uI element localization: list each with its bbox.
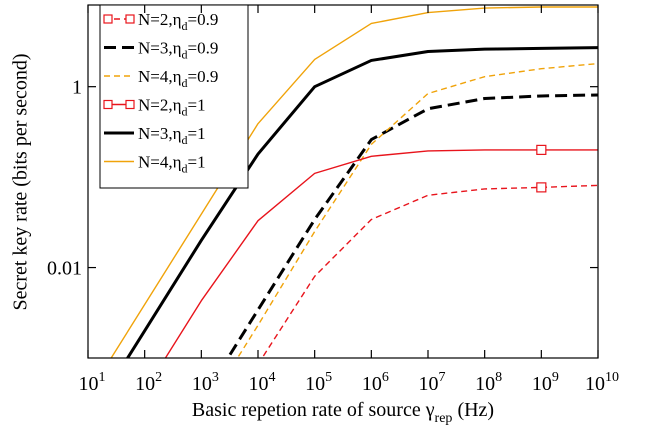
legend-label: N=4,ηd=1 (138, 153, 206, 176)
legend-name: N=2,η (138, 96, 182, 115)
legend-sub: d (182, 162, 188, 176)
x-tick-base: 10 (419, 373, 439, 395)
legend-sub: d (182, 76, 188, 90)
legend-suffix: =1 (188, 96, 206, 115)
x-tick-exponent: 4 (269, 370, 276, 385)
x-tick-exponent: 10 (605, 370, 619, 385)
series-line (261, 184, 598, 358)
x-axis-label-text: Basic repetion rate of source γ (192, 399, 435, 421)
x-tick-base: 10 (305, 373, 325, 395)
x-tick-exponent: 3 (212, 370, 219, 385)
x-tick-exponent: 5 (325, 370, 332, 385)
legend-suffix: =1 (188, 153, 206, 172)
series-line (236, 62, 598, 358)
x-axis-label: Basic repetion rate of source γrep (Hz) (192, 399, 494, 426)
plot-area (110, 6, 598, 358)
x-tick-exponent: 9 (552, 370, 559, 385)
x-tick-base: 10 (532, 373, 552, 395)
legend-label: N=3,ηd=0.9 (138, 39, 218, 62)
x-tick-base: 10 (585, 373, 605, 395)
x-tick-exponent: 1 (99, 370, 106, 385)
legend-sub: d (182, 105, 188, 119)
x-tick-label: 105 (305, 370, 332, 395)
legend-marker (125, 14, 135, 24)
legend-box (99, 4, 249, 189)
legend-suffix: =0.9 (188, 10, 219, 29)
series-line (125, 46, 598, 358)
x-tick-exponent: 7 (439, 370, 446, 385)
legend-label: N=2,ηd=1 (138, 96, 206, 119)
x-axis-label-suffix: (Hz) (452, 399, 494, 421)
x-tick-base: 10 (79, 373, 99, 395)
legend-name: N=3,η (138, 39, 182, 58)
x-tick-label: 102 (135, 370, 162, 395)
point-marker (536, 144, 547, 155)
legend-suffix: =1 (188, 124, 206, 143)
series-line (164, 149, 598, 358)
legend-label: N=3,ηd=1 (138, 124, 206, 147)
series-line (226, 93, 598, 358)
point-marker (536, 182, 547, 193)
legend-label: N=2,ηd=0.9 (138, 10, 218, 33)
y-axis-label: Secret key rate (bits per second) (10, 53, 32, 310)
x-tick-base: 10 (135, 373, 155, 395)
legend-sub: d (182, 133, 188, 147)
legend-marker (103, 99, 113, 110)
legend: N=2,ηd=0.9N=3,ηd=0.9N=4,ηd=0.9N=2,ηd=1N=… (99, 4, 249, 189)
x-tick-label: 107 (419, 370, 446, 395)
legend-marker (103, 14, 113, 24)
x-tick-label: 101 (79, 370, 106, 395)
x-tick-exponent: 8 (495, 370, 502, 385)
x-tick-base: 10 (362, 373, 382, 395)
legend-sub: d (182, 19, 188, 33)
x-tick-label: 106 (362, 370, 389, 395)
legend-name: N=4,η (138, 153, 182, 172)
x-tick-base: 10 (192, 373, 212, 395)
x-tick-exponent: 2 (155, 370, 162, 385)
x-axis-label-sub: rep (435, 411, 453, 426)
legend-name: N=4,η (138, 67, 182, 86)
legend-label: N=4,ηd=0.9 (138, 67, 218, 90)
x-tick-label: 109 (532, 370, 559, 395)
legend-suffix: =0.9 (188, 67, 219, 86)
x-tick-base: 10 (475, 373, 495, 395)
legend-name: N=2,η (138, 10, 182, 29)
x-tick-label: 1010 (585, 370, 619, 395)
y-tick-label: 1 (72, 77, 82, 99)
legend-suffix: =0.9 (188, 39, 219, 58)
plot-frame (87, 4, 599, 359)
x-tick-label: 104 (249, 370, 276, 395)
y-tick-label: 0.01 (47, 258, 82, 280)
x-tick-exponent: 6 (382, 370, 389, 385)
legend-sub: d (182, 48, 188, 62)
series-line (110, 6, 598, 358)
x-tick-base: 10 (249, 373, 269, 395)
x-tick-label: 103 (192, 370, 219, 395)
x-tick-label: 108 (475, 370, 502, 395)
legend-marker (125, 99, 135, 110)
legend-name: N=3,η (138, 124, 182, 143)
